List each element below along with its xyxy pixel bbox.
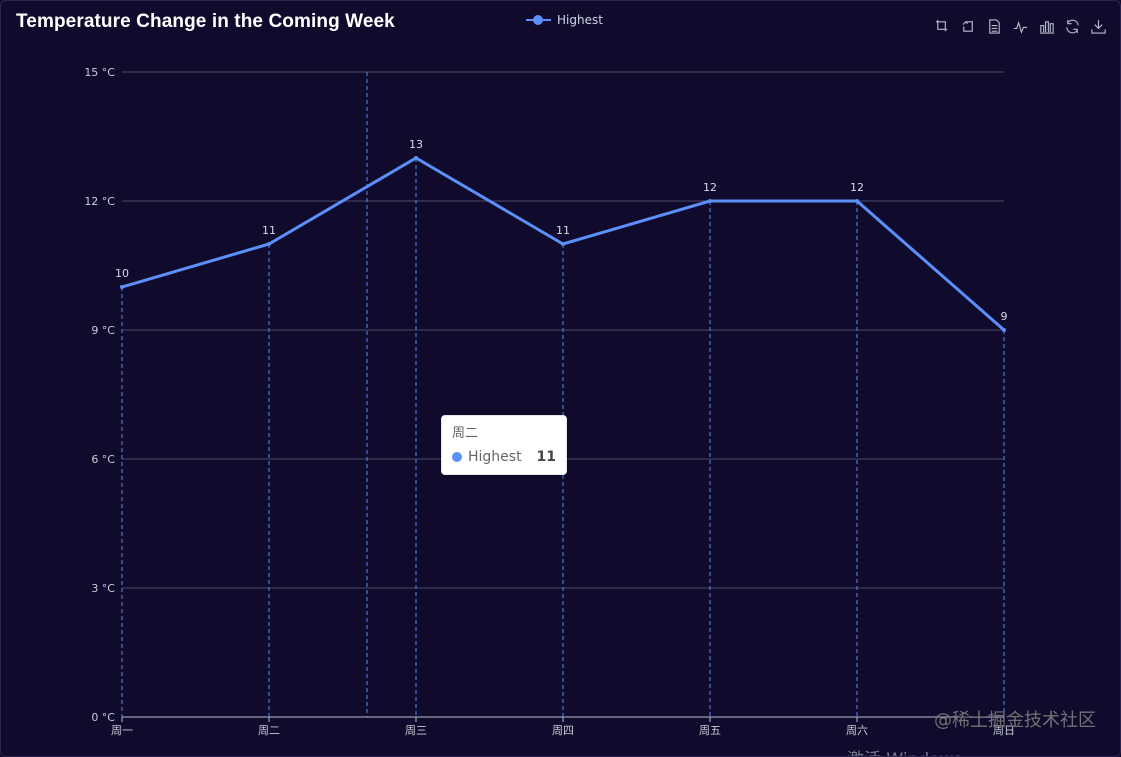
data-point: [855, 199, 859, 203]
tooltip-series-dot-icon: [452, 452, 462, 462]
restore-icon[interactable]: [1063, 17, 1082, 36]
x-tick-label: 周二: [258, 724, 280, 737]
zoom-icon[interactable]: [933, 17, 952, 36]
data-point: [120, 285, 124, 289]
data-view-icon[interactable]: [985, 17, 1004, 36]
x-tick-label: 周五: [699, 724, 721, 737]
data-label: 11: [262, 224, 276, 237]
data-point: [708, 199, 712, 203]
data-label: 11: [556, 224, 570, 237]
data-point: [267, 242, 271, 246]
tooltip-row: Highest 11: [452, 449, 556, 465]
watermark: @稀土掘金技术社区: [934, 710, 1096, 731]
chart-title: Temperature Change in the Coming Week: [16, 11, 395, 32]
data-label: 12: [703, 181, 717, 194]
legend-label: Highest: [557, 13, 603, 27]
data-label: 10: [115, 267, 129, 280]
x-tick-label: 周日: [993, 724, 1015, 737]
bar-chart-icon[interactable]: [1037, 17, 1056, 36]
x-tick-label: 周三: [405, 724, 427, 737]
y-tick-label: 3 °C: [91, 582, 115, 595]
y-tick-label: 6 °C: [91, 453, 115, 466]
legend-item-highest[interactable]: Highest: [526, 13, 603, 27]
y-tick-label: 9 °C: [91, 324, 115, 337]
data-label: 13: [409, 138, 423, 151]
y-tick-label: 15 °C: [84, 66, 115, 79]
windows-activation-text: 激活 Windows: [847, 745, 962, 756]
data-label: 9: [1001, 310, 1008, 323]
x-tick-label: 周六: [846, 724, 868, 737]
data-point: [414, 156, 418, 160]
x-tick-label: 周四: [552, 724, 574, 737]
legend-marker-icon: [526, 13, 551, 27]
line-chart-icon[interactable]: [1011, 17, 1030, 36]
y-tick-label: 0 °C: [91, 711, 115, 724]
tooltip-value: 11: [536, 449, 556, 465]
data-point: [1002, 328, 1006, 332]
tooltip-series-name: Highest: [468, 449, 522, 465]
y-tick-label: 12 °C: [84, 195, 115, 208]
x-tick-label: 周一: [111, 724, 133, 737]
save-image-icon[interactable]: [1089, 17, 1108, 36]
zoom-reset-icon[interactable]: [959, 17, 978, 36]
chart-tooltip: 周二 Highest 11: [441, 415, 567, 475]
data-point: [561, 242, 565, 246]
tooltip-title: 周二: [452, 426, 479, 441]
data-label: 12: [850, 181, 864, 194]
toolbox: [933, 17, 1108, 36]
